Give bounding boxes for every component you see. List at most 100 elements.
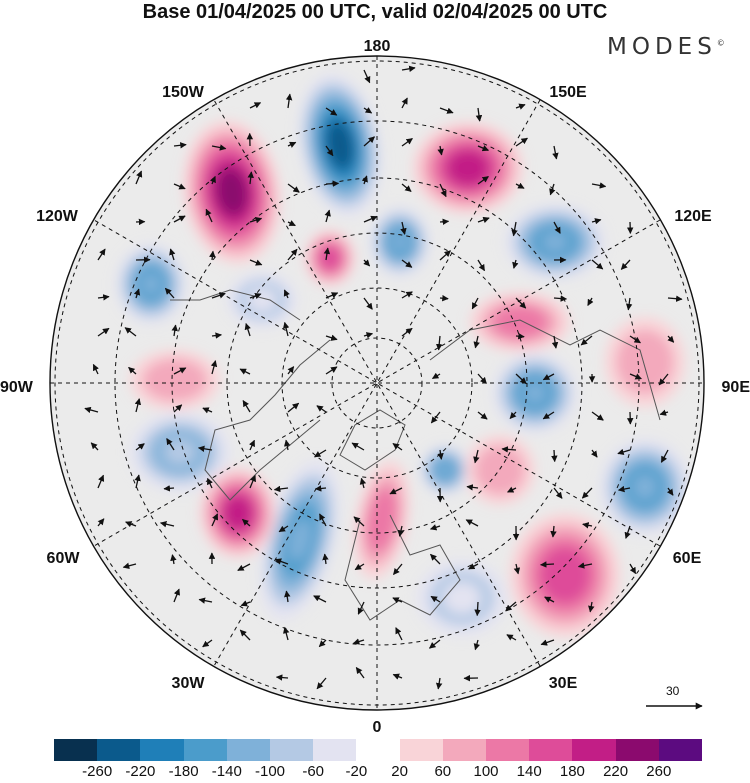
anomaly-contour xyxy=(627,342,663,382)
wind-arrow xyxy=(249,217,263,224)
wind-arrow xyxy=(439,107,454,114)
wind-arrow xyxy=(287,220,296,227)
wind-arrow xyxy=(287,141,297,148)
copyright-mark: © xyxy=(716,38,725,48)
wind-arrow xyxy=(278,525,289,533)
wind-arrow xyxy=(237,563,251,571)
wind-arrow xyxy=(660,449,669,463)
wind-arrow xyxy=(474,601,481,617)
wind-arrow xyxy=(588,601,595,613)
wind-arrow xyxy=(553,487,563,499)
wind-arrow xyxy=(392,563,403,576)
wind-arrow xyxy=(163,485,175,492)
wind-arrow xyxy=(324,209,331,223)
wind-arrow xyxy=(90,442,99,451)
lon-label-0: 0 xyxy=(373,719,382,735)
wind-arrow xyxy=(171,324,178,337)
wind-arrow xyxy=(325,366,338,375)
wind-arrow xyxy=(587,297,594,306)
colorbar-tick-label: 20 xyxy=(391,763,408,780)
anomaly-contour xyxy=(323,250,337,266)
wind-arrow xyxy=(506,634,517,641)
wind-arrow xyxy=(325,145,334,157)
wind-arrow xyxy=(210,360,218,375)
colorbar-tick-label: -220 xyxy=(125,763,156,780)
wind-arrow xyxy=(242,400,251,413)
wind-arrow xyxy=(473,639,481,651)
wind-arrow xyxy=(363,69,371,84)
wind-arrow xyxy=(465,519,479,527)
wind-arrow xyxy=(544,596,555,603)
wind-arrow xyxy=(133,288,141,299)
colorbar-tick-label: -20 xyxy=(345,763,368,780)
wind-arrow xyxy=(134,398,142,413)
wind-arrow xyxy=(173,404,183,413)
wind-arrow xyxy=(240,600,251,607)
wind-arrow xyxy=(512,259,519,269)
wind-arrow xyxy=(249,292,262,300)
wind-arrow xyxy=(173,588,180,603)
wind-arrow xyxy=(84,406,99,414)
wind-vectors xyxy=(84,65,683,690)
wind-arrow xyxy=(477,373,487,384)
wind-arrow xyxy=(477,175,489,185)
wind-arrow xyxy=(577,562,593,569)
wind-arrow xyxy=(401,65,416,72)
wind-arrow xyxy=(287,183,300,193)
wind-arrow xyxy=(591,449,598,458)
wind-arrow xyxy=(666,487,674,496)
colorbar-tick-label: 100 xyxy=(473,763,499,780)
wind-arrow xyxy=(473,449,480,464)
colorbar-swatch xyxy=(486,739,530,761)
polar-stereographic-map: 180 0 90W 90E 150W 120W 150E 120E 60W 30… xyxy=(0,38,750,735)
colorbar-tick-label: -100 xyxy=(254,763,286,780)
wind-arrow xyxy=(134,474,141,489)
wind-arrow xyxy=(430,411,441,424)
anomaly-contour xyxy=(523,382,547,404)
wind-arrow xyxy=(244,322,251,337)
wind-arrow xyxy=(466,484,479,491)
wind-arrow xyxy=(553,221,561,234)
wind-arrow xyxy=(322,553,329,565)
wind-arrow xyxy=(363,107,373,114)
wind-arrow xyxy=(325,180,340,187)
wind-arrow xyxy=(287,366,295,375)
lon-label-60e: 60E xyxy=(673,550,702,567)
wind-arrow xyxy=(439,218,450,226)
brand-text: MODES xyxy=(607,34,717,60)
wind-arrow xyxy=(357,601,365,615)
colorbar-swatch xyxy=(140,739,184,761)
wind-arrow xyxy=(124,327,137,337)
wind-arrow xyxy=(359,477,367,489)
wind-arrow xyxy=(430,553,441,565)
anomaly-contour xyxy=(442,581,482,615)
wind-arrow xyxy=(392,673,403,680)
colorbar-swatch xyxy=(529,739,573,761)
wind-arrow xyxy=(274,558,289,565)
wind-arrow xyxy=(429,524,441,531)
colorbar-swatch xyxy=(270,739,314,761)
wind-arrow xyxy=(435,677,443,690)
wind-arrow xyxy=(580,335,593,346)
wind-arrow xyxy=(439,183,447,198)
wind-arrow xyxy=(325,334,338,341)
wind-arrow xyxy=(515,182,525,189)
wind-arrow xyxy=(135,443,145,451)
wind-arrow xyxy=(249,474,256,489)
colorbar-swatch xyxy=(572,739,616,761)
anomaly-contour xyxy=(455,157,481,179)
wind-arrow xyxy=(435,335,443,351)
anomaly-contour xyxy=(541,231,569,253)
wind-arrow xyxy=(173,142,187,149)
anomaly-contour xyxy=(391,232,409,252)
wind-arrow xyxy=(92,363,99,375)
wind-arrow xyxy=(475,107,483,122)
wind-arrow xyxy=(629,563,637,575)
wind-arrow xyxy=(400,221,407,235)
meridian-60e-120w xyxy=(93,219,661,547)
wind-arrow xyxy=(316,405,327,413)
wind-arrow xyxy=(431,372,441,380)
colorbar-swatch xyxy=(183,739,227,761)
anomaly-contour xyxy=(229,502,247,524)
wind-arrow xyxy=(401,97,408,109)
